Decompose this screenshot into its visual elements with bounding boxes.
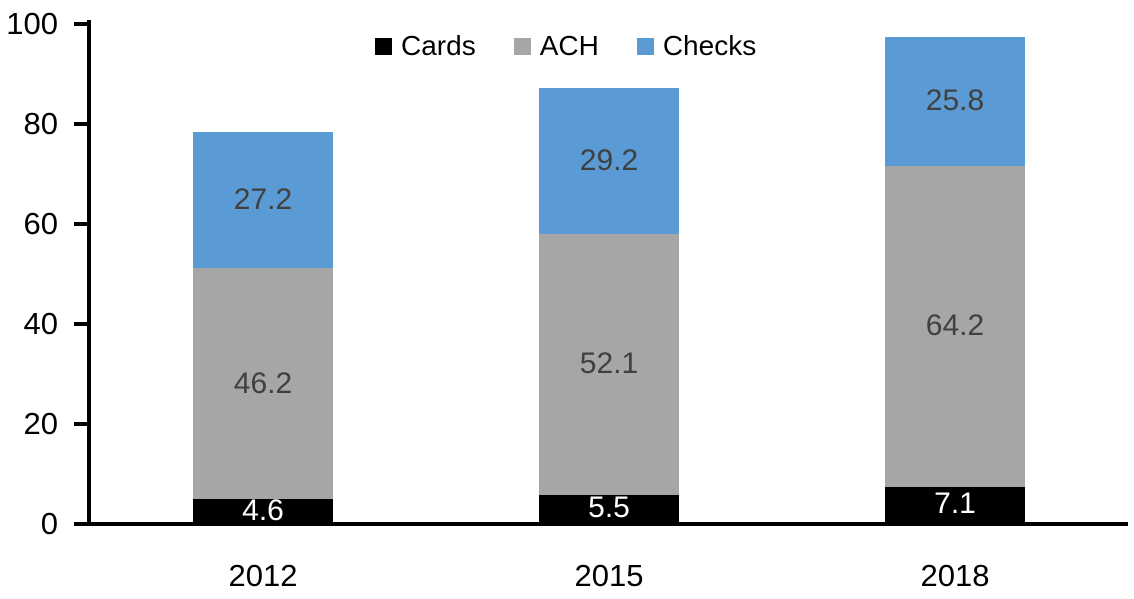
x-axis-tick-label: 2012 [228,558,298,593]
bar-segment-cards-2018: 7.1 [885,486,1025,522]
legend-label: ACH [539,30,599,61]
bar-value-label: 4.6 [242,493,284,527]
bar-value-label: 52.1 [579,347,639,381]
bar-value-label: 27.2 [233,183,293,216]
legend: Cards ACH Checks [375,32,756,60]
y-axis-tick [74,21,91,26]
y-axis-tick-label: 100 [6,6,58,41]
y-axis-tick-label: 40 [23,306,58,341]
y-axis-tick [74,421,91,426]
legend-label: Checks [662,30,757,61]
y-axis-line [87,20,91,526]
legend-swatch-icon [375,37,392,55]
bar-value-label: 64.2 [925,309,985,342]
x-axis-line [74,522,1128,526]
y-axis-tick-label: 0 [40,506,58,541]
bar-segment-ach-2015: 52.1 [539,234,679,495]
y-axis-tick [74,221,91,226]
legend-item-ach: ACH [513,30,599,61]
bar-segment-cards-2012: 4.6 [193,495,333,525]
x-axis-tick-label: 2018 [920,558,990,593]
bar-value-label: 46.2 [233,366,293,400]
bar-value-label: 5.5 [588,491,630,525]
bar-segment-ach-2018: 64.2 [885,165,1025,487]
bar-segment-checks-2015: 29.2 [539,88,679,234]
legend-swatch-icon [513,37,531,55]
bar-value-label: 25.8 [925,84,985,117]
bar-segment-checks-2018: 25.8 [885,36,1025,166]
bar-segment-checks-2012: 27.2 [193,132,333,268]
y-axis-tick-label: 80 [23,106,58,141]
legend-item-cards: Cards [375,32,476,60]
y-axis-tick [74,321,91,326]
bar-value-label: 29.2 [579,144,639,177]
y-axis-tick-label: 20 [23,406,58,441]
y-axis-tick [74,121,91,126]
legend-swatch-icon [636,37,654,55]
y-axis-tick [74,521,91,526]
bar-segment-ach-2012: 46.2 [193,268,333,499]
bar-value-label: 7.1 [934,487,976,521]
legend-item-checks: Checks [636,30,757,61]
y-axis-tick-label: 60 [23,206,58,241]
legend-label: Cards [401,30,476,61]
bar-segment-cards-2015: 5.5 [539,491,679,525]
x-axis-tick-label: 2015 [574,558,644,593]
